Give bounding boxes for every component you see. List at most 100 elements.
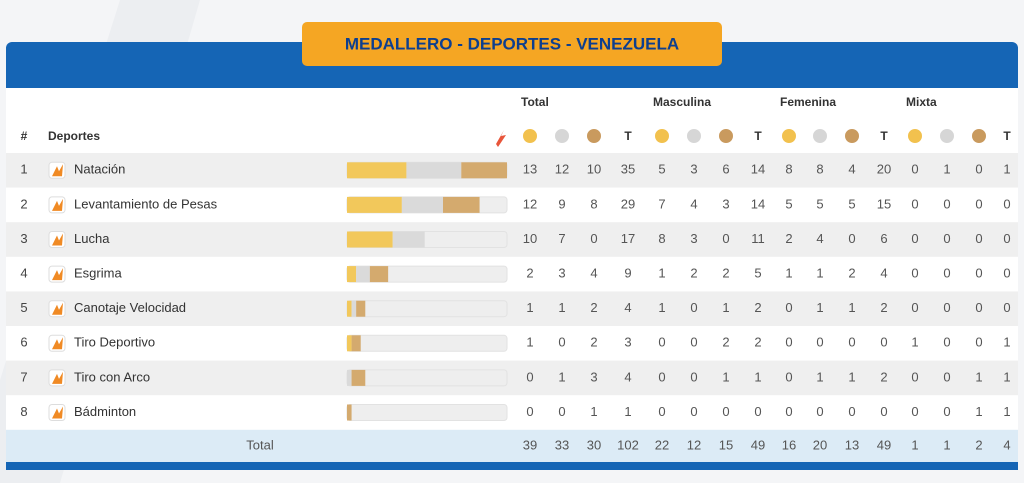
total-value: 22 (655, 437, 669, 452)
medal-icon (585, 127, 603, 145)
cell-value: 0 (558, 335, 565, 350)
cell-value: 14 (751, 162, 765, 177)
medal-bar (406, 162, 462, 179)
total-value: 16 (782, 437, 796, 452)
total-header: T (754, 129, 762, 143)
cell-value: 0 (911, 231, 918, 246)
cell-value: 5 (848, 196, 855, 211)
cell-value: 0 (975, 266, 982, 281)
rank: 3 (20, 231, 27, 246)
cell-value: 0 (1003, 196, 1010, 211)
total-value: 20 (813, 437, 827, 452)
cell-value: 0 (526, 404, 533, 419)
cell-value: 1 (785, 266, 792, 281)
medal-icon (811, 127, 829, 145)
cell-value: 13 (523, 162, 537, 177)
total-header: T (1003, 129, 1011, 143)
cell-value: 2 (722, 266, 729, 281)
total-value: 15 (719, 437, 733, 452)
total-value: 1 (911, 437, 918, 452)
medal-bar (351, 300, 357, 317)
cell-value: 0 (1003, 231, 1010, 246)
cell-value: 0 (911, 404, 918, 419)
rank: 5 (20, 300, 27, 315)
cell-value: 14 (751, 196, 765, 211)
cell-value: 0 (526, 369, 533, 384)
cell-value: 17 (621, 231, 635, 246)
title: MEDALLERO - DEPORTES - VENEZUELA (345, 34, 679, 53)
cell-value: 1 (1003, 162, 1010, 177)
cell-value: 6 (722, 162, 729, 177)
cell-value: 3 (690, 231, 697, 246)
cell-value: 0 (785, 404, 792, 419)
cell-value: 0 (690, 369, 697, 384)
medal-icon (843, 127, 861, 145)
cell-value: 0 (943, 266, 950, 281)
cell-value: 0 (975, 335, 982, 350)
medal-icon (653, 127, 671, 145)
cell-value: 1 (658, 266, 665, 281)
cell-value: 1 (816, 300, 823, 315)
sport-icon (52, 268, 63, 281)
cell-value: 1 (624, 404, 631, 419)
cell-value: 0 (816, 404, 823, 419)
cell-value: 1 (911, 335, 918, 350)
sport-icon (52, 371, 63, 384)
cell-value: 12 (555, 162, 569, 177)
cell-value: 0 (722, 231, 729, 246)
cell-value: 1 (816, 266, 823, 281)
row-bg (6, 153, 1018, 188)
cell-value: 12 (523, 196, 537, 211)
cell-value: 8 (658, 231, 665, 246)
cell-value: 2 (690, 266, 697, 281)
cell-value: 10 (523, 231, 537, 246)
card-footer (6, 462, 1018, 470)
cell-value: 0 (658, 335, 665, 350)
cell-value: 0 (943, 231, 950, 246)
cell-value: 4 (880, 266, 887, 281)
cell-value: 1 (1003, 369, 1010, 384)
cell-value: 2 (526, 266, 533, 281)
rank: 8 (20, 404, 27, 419)
number-header: # (21, 129, 28, 143)
cell-value: 0 (943, 404, 950, 419)
cell-value: 0 (754, 404, 761, 419)
cell-value: 5 (658, 162, 665, 177)
total-header: T (624, 129, 632, 143)
group-header: Total (521, 95, 549, 109)
sport-name: Bádminton (74, 404, 136, 419)
rank: 4 (20, 266, 27, 281)
cell-value: 10 (587, 162, 601, 177)
cell-value: 9 (558, 196, 565, 211)
total-value: 39 (523, 437, 537, 452)
cell-value: 0 (848, 231, 855, 246)
total-value: 30 (587, 437, 601, 452)
medal-bar (369, 266, 389, 283)
medal-bar (351, 369, 366, 386)
cell-value: 0 (911, 266, 918, 281)
sport-icon (52, 198, 63, 211)
sport-name: Tiro Deportivo (74, 335, 155, 350)
total-value: 1 (943, 437, 950, 452)
medal-bar (356, 300, 366, 317)
cell-value: 0 (848, 404, 855, 419)
cell-value: 0 (911, 300, 918, 315)
cell-value: 2 (590, 300, 597, 315)
cell-value: 1 (558, 300, 565, 315)
cell-value: 0 (911, 162, 918, 177)
cell-value: 2 (754, 335, 761, 350)
medal-bar (401, 196, 443, 213)
cell-value: 0 (975, 300, 982, 315)
medal-bar (392, 231, 425, 248)
cell-value: 0 (911, 369, 918, 384)
cell-value: 0 (1003, 266, 1010, 281)
cell-value: 2 (880, 369, 887, 384)
cell-value: 4 (624, 369, 631, 384)
cell-value: 8 (785, 162, 792, 177)
sport-icon (52, 164, 63, 177)
medal-bar (347, 266, 357, 283)
cell-value: 0 (690, 335, 697, 350)
cell-value: 3 (558, 266, 565, 281)
cell-value: 1 (658, 300, 665, 315)
